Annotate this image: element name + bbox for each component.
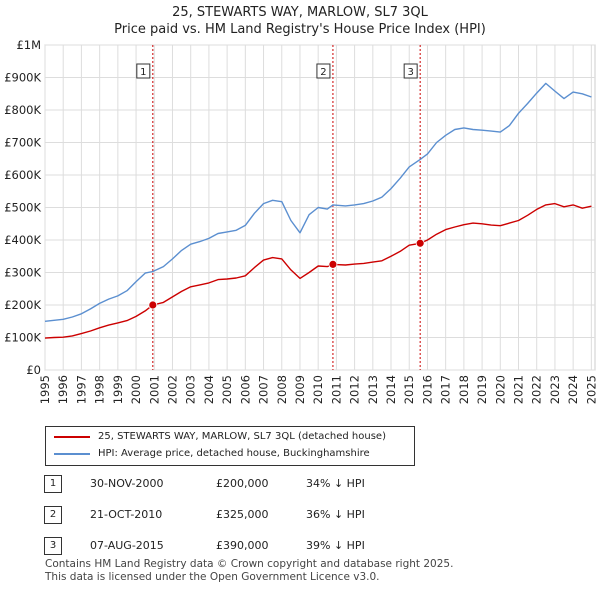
y-tick-label: £300K — [4, 266, 41, 280]
transaction-number: 1 — [44, 475, 62, 493]
chart-subtitle: Price paid vs. HM Land Registry's House … — [114, 22, 486, 37]
transaction-date: 30-NOV-2000 — [90, 477, 164, 490]
y-tick-label: £100K — [4, 331, 41, 345]
sale-marker-number: 3 — [407, 67, 413, 78]
sale-marker-point — [415, 238, 425, 248]
footer-licence: This data is licensed under the Open Gov… — [45, 571, 380, 583]
transaction-hpi-diff: 34% ↓ HPI — [306, 477, 365, 490]
transaction-number: 3 — [44, 537, 62, 555]
transaction-price: £325,000 — [216, 508, 269, 521]
x-tick-label: 2000 — [129, 375, 143, 404]
legend-swatch-property — [54, 436, 90, 438]
x-tick-label: 2020 — [493, 375, 507, 404]
x-tick-label: 2011 — [329, 375, 343, 404]
sale-marker-box — [403, 63, 418, 79]
footer-attribution: Contains HM Land Registry data © Crown c… — [45, 558, 453, 584]
legend-label-hpi: HPI: Average price, detached house, Buck… — [98, 448, 370, 459]
x-tick-label: 2002 — [165, 375, 179, 404]
transaction-price: £390,000 — [216, 539, 269, 552]
x-tick-label: 2010 — [311, 375, 325, 404]
hpi-line — [44, 82, 592, 322]
y-tick-label: £400K — [4, 233, 41, 247]
chart-legend: 25, STEWARTS WAY, MARLOW, SL7 3QL (detac… — [45, 426, 415, 466]
sale-marker-point — [148, 300, 158, 310]
transaction-hpi-diff: 39% ↓ HPI — [306, 539, 365, 552]
x-tick-label: 2007 — [257, 375, 271, 404]
x-tick-label: 2003 — [184, 375, 198, 404]
sale-marker-labels: 1 2 3 — [136, 63, 418, 79]
x-tick-label: 2001 — [147, 375, 161, 404]
y-tick-label: £700K — [4, 136, 41, 150]
x-axis: 1995 1996 1997 1998 1999 2000 2001 2002 2003 2004… — [38, 375, 598, 404]
price-chart: £0 £100K £200K £300K £400K £500K £600K £700K £80… — [4, 38, 598, 404]
x-tick-label: 2017 — [439, 375, 453, 404]
x-tick-label: 2012 — [348, 375, 362, 404]
legend-label-property: 25, STEWARTS WAY, MARLOW, SL7 3QL (detac… — [98, 431, 386, 442]
y-tick-label: £500K — [4, 201, 41, 215]
x-tick-label: 2023 — [548, 375, 562, 404]
x-tick-label: 2005 — [220, 375, 234, 404]
x-tick-label: 2021 — [512, 375, 526, 404]
sale-markers — [148, 238, 425, 310]
sale-marker-number: 1 — [140, 67, 146, 78]
sale-marker-number: 2 — [320, 67, 326, 78]
sale-marker-box — [316, 63, 331, 79]
x-tick-label: 2015 — [402, 375, 416, 404]
x-tick-label: 2009 — [293, 375, 307, 404]
x-tick-label: 1998 — [93, 375, 107, 404]
legend-item-property: 25, STEWARTS WAY, MARLOW, SL7 3QL (detac… — [46, 429, 412, 445]
property-price-line — [44, 202, 592, 339]
x-tick-label: 2004 — [202, 375, 216, 404]
x-tick-label: 2025 — [584, 375, 598, 404]
transaction-row: 2 21-OCT-2010 £325,000 36% ↓ HPI — [0, 506, 600, 528]
x-tick-label: 2019 — [475, 375, 489, 404]
y-axis: £0 £100K £200K £300K £400K £500K £600K £700K £80… — [4, 38, 41, 377]
sale-marker-box — [136, 63, 151, 79]
transaction-row: 1 30-NOV-2000 £200,000 34% ↓ HPI — [0, 475, 600, 497]
x-tick-label: 2016 — [420, 375, 434, 404]
x-tick-label: 1996 — [56, 375, 70, 404]
x-tick-label: 1999 — [111, 375, 125, 404]
x-tick-label: 2014 — [384, 375, 398, 404]
transaction-date: 21-OCT-2010 — [90, 508, 163, 521]
x-tick-label: 1997 — [74, 375, 88, 404]
footer-copyright: Contains HM Land Registry data © Crown c… — [45, 558, 454, 570]
x-tick-label: 2006 — [238, 375, 252, 404]
x-tick-label: 2008 — [275, 375, 289, 404]
y-tick-label: £1M — [16, 38, 41, 52]
transaction-price: £200,000 — [216, 477, 269, 490]
transaction-row: 3 07-AUG-2015 £390,000 39% ↓ HPI — [0, 537, 600, 559]
legend-item-hpi: HPI: Average price, detached house, Buck… — [46, 446, 412, 462]
sale-marker-point — [328, 259, 338, 269]
y-tick-label: £900K — [4, 71, 41, 85]
x-tick-label: 2024 — [566, 375, 580, 404]
transaction-number: 2 — [44, 506, 62, 524]
x-tick-label: 1995 — [38, 375, 52, 404]
y-tick-label: £0 — [26, 363, 41, 377]
transaction-hpi-diff: 36% ↓ HPI — [306, 508, 365, 521]
y-tick-label: £200K — [4, 298, 41, 312]
y-tick-label: £800K — [4, 103, 41, 117]
x-tick-label: 2022 — [530, 375, 544, 404]
x-tick-label: 2013 — [366, 375, 380, 404]
x-tick-label: 2018 — [457, 375, 471, 404]
legend-swatch-hpi — [54, 453, 90, 455]
chart-title-address: 25, STEWARTS WAY, MARLOW, SL7 3QL — [172, 5, 428, 20]
chart-series — [44, 82, 592, 339]
transaction-date: 07-AUG-2015 — [90, 539, 164, 552]
y-tick-label: £600K — [4, 168, 41, 182]
